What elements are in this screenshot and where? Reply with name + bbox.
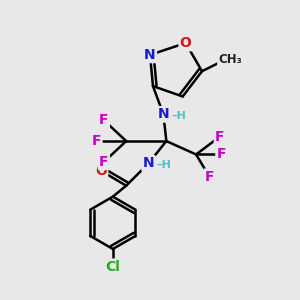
Text: –H: –H bbox=[157, 160, 172, 170]
Text: –H: –H bbox=[172, 111, 187, 122]
Text: N: N bbox=[143, 156, 154, 170]
Text: F: F bbox=[99, 155, 109, 169]
Text: F: F bbox=[215, 130, 225, 144]
Text: O: O bbox=[95, 164, 107, 178]
Text: O: O bbox=[180, 36, 192, 50]
Text: N: N bbox=[158, 107, 169, 121]
Text: N: N bbox=[144, 48, 156, 62]
Text: CH₃: CH₃ bbox=[218, 53, 242, 66]
Text: F: F bbox=[92, 134, 101, 148]
Text: F: F bbox=[99, 113, 109, 127]
Text: F: F bbox=[217, 148, 226, 161]
Text: F: F bbox=[205, 170, 214, 184]
Text: Cl: Cl bbox=[105, 260, 120, 274]
